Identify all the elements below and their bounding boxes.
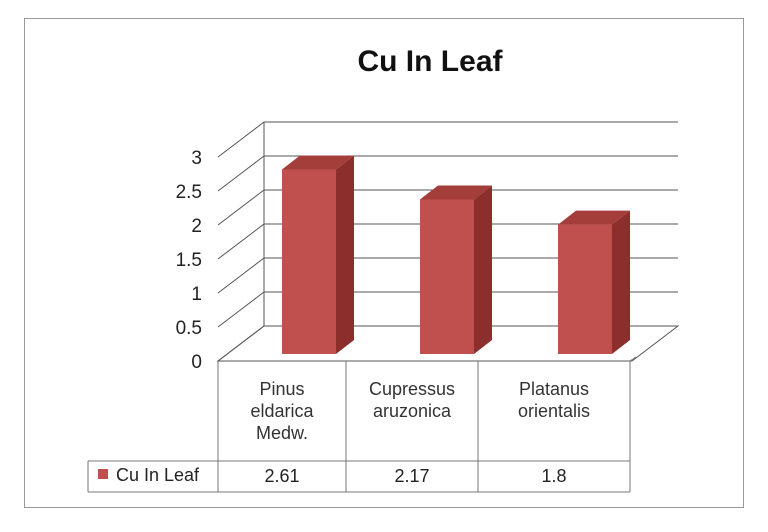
side-wall-line — [217, 155, 265, 192]
y-tick-label: 3 — [191, 148, 202, 169]
y-tick-label: 1 — [191, 284, 202, 305]
bar-top — [558, 210, 630, 225]
bar-top — [420, 185, 492, 200]
bar-side — [336, 155, 354, 354]
data-label: 2.61 — [264, 466, 299, 486]
bar-side — [612, 210, 630, 354]
floor — [216, 325, 680, 362]
bar-side — [474, 185, 492, 354]
table-edge — [629, 356, 637, 362]
bar-top — [282, 155, 354, 170]
y-tick-label: 2 — [191, 216, 202, 237]
y-tick-label: 1.5 — [176, 250, 202, 271]
side-wall-line — [217, 121, 265, 158]
x-category-label: Cupressus aruzonica — [369, 379, 455, 421]
bar-front — [282, 169, 336, 354]
y-tick-label: 0.5 — [176, 318, 202, 339]
y-tick-label: 0 — [191, 352, 202, 373]
side-wall-line — [217, 291, 265, 328]
side-wall-line — [217, 189, 265, 226]
bar-front — [420, 199, 474, 354]
x-category-label: Pinus eldarica Medw. — [250, 379, 314, 443]
data-table: Pinus eldarica Medw. Cupressus aruzonica Plat… — [87, 356, 637, 493]
side-wall-line — [217, 223, 265, 260]
x-category-label: Platanus orientalis — [518, 379, 590, 421]
legend-swatch — [98, 469, 108, 479]
side-wall-line — [217, 257, 265, 294]
y-tick-label: 2.5 — [176, 182, 202, 203]
legend-label: Cu In Leaf — [116, 465, 200, 485]
bars — [282, 155, 630, 354]
chart-title: Cu In Leaf — [357, 45, 503, 78]
data-label: 1.8 — [541, 466, 566, 486]
bar-front — [558, 224, 612, 354]
data-label: 2.17 — [394, 466, 429, 486]
